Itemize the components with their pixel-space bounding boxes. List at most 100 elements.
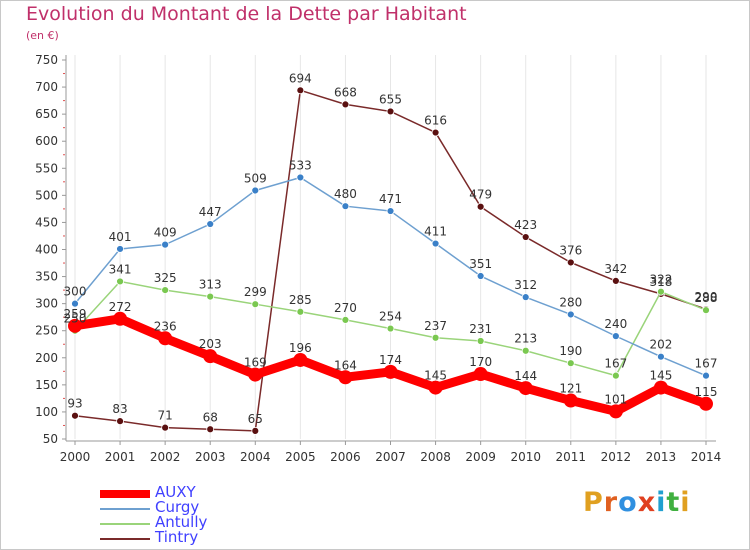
y-tick-label: 100 xyxy=(35,405,58,419)
data-point-auxy xyxy=(653,380,668,395)
data-label-tintry: 655 xyxy=(379,92,402,106)
data-point-antully xyxy=(251,300,260,309)
data-point-auxy xyxy=(518,381,533,396)
data-label-auxy: 115 xyxy=(695,385,718,399)
logo-letter: i xyxy=(656,487,667,518)
y-tick-label: 450 xyxy=(35,215,58,229)
data-label-antully: 322 xyxy=(649,273,672,287)
data-label-tintry: 342 xyxy=(604,262,627,276)
data-label-antully: 231 xyxy=(469,322,492,336)
data-point-tintry xyxy=(386,107,395,116)
data-point-tintry xyxy=(341,100,350,109)
data-label-antully: 313 xyxy=(199,278,222,292)
data-point-curgy xyxy=(251,186,260,195)
x-tick-label: 2007 xyxy=(375,450,406,464)
data-point-tintry xyxy=(296,86,305,95)
data-point-antully xyxy=(657,287,665,296)
y-tick-label: 350 xyxy=(35,270,58,284)
data-label-curgy: 411 xyxy=(424,225,447,239)
legend-label-antully: Antully xyxy=(155,513,208,531)
data-point-antully xyxy=(611,371,620,380)
data-label-tintry: 65 xyxy=(248,412,263,426)
data-point-auxy xyxy=(428,380,443,395)
data-point-antully xyxy=(702,306,710,315)
x-tick-label: 2001 xyxy=(105,450,136,464)
data-label-tintry: 93 xyxy=(67,397,82,411)
data-point-antully xyxy=(566,359,575,368)
legend-swatch-auxy xyxy=(100,490,150,498)
data-label-curgy: 312 xyxy=(514,278,537,292)
x-tick-label: 2011 xyxy=(556,450,587,464)
legend-swatch-antully xyxy=(100,523,150,525)
data-point-curgy xyxy=(341,202,350,211)
x-tick-label: 2012 xyxy=(601,450,632,464)
data-point-antully xyxy=(341,315,350,324)
y-tick-label: 600 xyxy=(35,134,58,148)
x-tick-label: 2002 xyxy=(150,450,181,464)
y-tick-label: 300 xyxy=(35,297,58,311)
x-tick-label: 2005 xyxy=(285,450,316,464)
data-label-tintry: 83 xyxy=(112,402,127,416)
data-label-curgy: 202 xyxy=(649,338,672,352)
data-label-tintry: 423 xyxy=(514,218,537,232)
data-label-antully: 270 xyxy=(334,301,357,315)
data-label-curgy: 533 xyxy=(289,158,312,172)
x-tick-label: 2009 xyxy=(465,450,496,464)
logo-letter: i xyxy=(680,487,691,518)
data-label-tintry: 376 xyxy=(559,243,582,257)
data-point-tintry xyxy=(566,258,575,267)
data-point-auxy xyxy=(68,318,82,333)
chart-title: Evolution du Montant de la Dette par Hab… xyxy=(26,3,467,25)
y-tick-label: 400 xyxy=(35,243,58,257)
data-point-auxy xyxy=(473,367,488,382)
data-label-antully: 190 xyxy=(559,344,582,358)
data-point-auxy xyxy=(608,404,623,419)
data-label-curgy: 351 xyxy=(469,257,492,271)
y-tick-label: 550 xyxy=(35,161,58,175)
legend-swatch-curgy xyxy=(100,508,150,510)
data-point-auxy xyxy=(158,331,173,346)
data-label-auxy: 203 xyxy=(199,337,222,351)
data-point-tintry xyxy=(476,202,485,211)
logo-letter: x xyxy=(637,487,657,518)
y-tick-label: 650 xyxy=(35,107,58,121)
data-point-curgy xyxy=(206,220,215,228)
y-tick-label: 50 xyxy=(43,432,58,446)
data-point-auxy xyxy=(338,370,353,385)
data-point-tintry xyxy=(161,423,170,432)
data-point-antully xyxy=(386,324,395,333)
data-label-antully: 341 xyxy=(109,262,132,276)
data-label-curgy: 509 xyxy=(244,171,267,185)
data-label-auxy: 145 xyxy=(649,369,672,383)
x-tick-label: 2000 xyxy=(60,450,91,464)
y-tick-label: 200 xyxy=(35,351,58,365)
legend-label-auxy: AUXY xyxy=(155,483,196,501)
data-point-antully xyxy=(476,337,485,345)
legend-label-tintry: Tintry xyxy=(155,528,199,546)
data-point-antully xyxy=(521,346,530,355)
data-label-auxy: 196 xyxy=(289,341,312,355)
data-point-tintry xyxy=(206,425,215,434)
data-label-curgy: 300 xyxy=(64,285,87,299)
data-point-curgy xyxy=(296,173,305,182)
legend-label-curgy: Curgy xyxy=(155,498,200,516)
data-label-auxy: 170 xyxy=(469,355,492,369)
data-label-auxy: 169 xyxy=(244,356,267,370)
data-point-tintry xyxy=(116,417,124,426)
data-label-auxy: 236 xyxy=(154,319,177,333)
data-label-antully: 285 xyxy=(289,293,312,307)
x-tick-label: 2003 xyxy=(195,450,226,464)
logo-letter: o xyxy=(618,487,638,518)
data-label-tintry: 318 xyxy=(649,275,672,289)
x-tick-label: 2010 xyxy=(510,450,541,464)
data-label-curgy: 167 xyxy=(695,357,718,371)
y-tick-label: 750 xyxy=(35,53,58,67)
x-tick-label: 2013 xyxy=(646,450,677,464)
data-point-auxy xyxy=(563,393,578,408)
y-tick-label: 500 xyxy=(35,188,58,202)
x-tick-label: 2004 xyxy=(240,450,271,464)
data-label-curgy: 409 xyxy=(154,226,177,240)
data-point-antully xyxy=(296,307,305,316)
data-label-antully: 167 xyxy=(604,357,627,371)
